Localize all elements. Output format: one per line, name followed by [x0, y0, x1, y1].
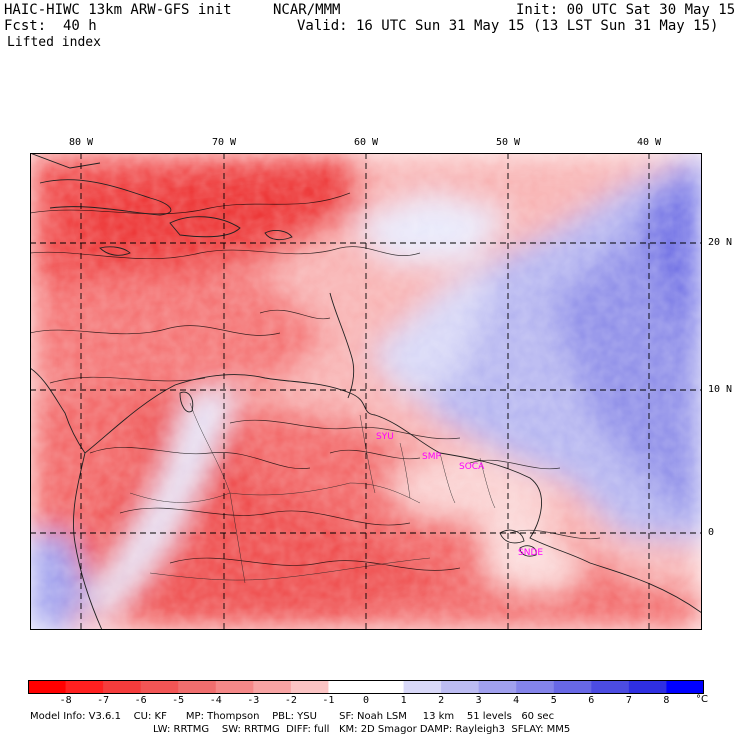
coastlines — [30, 153, 702, 630]
colorbar-tick-label: -7 — [97, 695, 110, 706]
field-name: Lifted index — [7, 35, 101, 50]
colorbar-unit: °C — [696, 694, 708, 705]
station-labels: SYU SMP SOCA SNDE — [376, 432, 543, 558]
colorbar-tick-label: 2 — [438, 695, 445, 706]
colorbar-cell — [140, 680, 179, 694]
model-info-line1: Model Info: V3.6.1 CU: KF MP: Thompson P… — [30, 711, 555, 722]
lon-label-70w: 70 W — [211, 137, 237, 148]
colorbar-tick-label: 5 — [550, 695, 557, 706]
lat-label-10n: 10 N — [708, 384, 733, 395]
colorbar-cell — [290, 680, 329, 694]
lat-lon-grid — [30, 153, 702, 630]
station-soca: SOCA — [459, 462, 485, 472]
colorbar-tick-label: 3 — [475, 695, 482, 706]
map-frame — [30, 153, 702, 630]
station-smp: SMP — [422, 452, 441, 462]
colorbar-tick-label: -6 — [134, 695, 147, 706]
colorbar-cell — [516, 680, 555, 694]
colorbar-tick-label: -4 — [209, 695, 222, 706]
colorbar-tick-label: -5 — [172, 695, 185, 706]
lat-label-0: 0 — [708, 527, 715, 538]
colorbar-tick-label: 1 — [400, 695, 407, 706]
colorbar-cell — [403, 680, 442, 694]
station-snde: SNDE — [518, 548, 543, 558]
init-time: Init: 00 UTC Sat 30 May 15 — [516, 2, 736, 18]
valid-time: Valid: 16 UTC Sun 31 May 15 (13 LST Sun … — [297, 18, 719, 34]
organization: NCAR/MMM — [273, 2, 341, 18]
colorbar-cell — [253, 680, 292, 694]
country-borders — [129, 402, 496, 584]
colorbar-cell — [628, 680, 667, 694]
colorbar-tick-label: 7 — [625, 695, 632, 706]
colorbar-cell — [103, 680, 142, 694]
lon-label-50w: 50 W — [495, 137, 521, 148]
station-syu: SYU — [376, 432, 394, 442]
colorbar-cell — [478, 680, 517, 694]
colorbar-tick-label: 6 — [588, 695, 595, 706]
colorbar-tick-label: -3 — [247, 695, 260, 706]
colorbar-cell — [666, 680, 704, 694]
colorbar-cell — [28, 680, 67, 694]
lon-label-60w: 60 W — [353, 137, 379, 148]
colorbar — [28, 680, 704, 694]
colorbar-tick-label: 0 — [362, 695, 370, 706]
colorbar-frame — [28, 680, 704, 694]
colorbar-cell — [215, 680, 254, 694]
colorbar-tick-label: -8 — [59, 695, 72, 706]
colorbar-tick-label: -1 — [322, 695, 335, 706]
lat-label-20n: 20 N — [708, 237, 733, 248]
lon-label-40w: 40 W — [636, 137, 662, 148]
lon-label-80w: 80 W — [68, 137, 94, 148]
colorbar-tick-label: 4 — [513, 695, 520, 706]
colorbar-tick-label: 8 — [663, 695, 670, 706]
colorbar-cell — [328, 680, 367, 694]
model-title: HAIC-HIWC 13km ARW-GFS init — [4, 2, 232, 18]
colorbar-cell — [65, 680, 104, 694]
forecast-hour: Fcst: 40 h — [4, 18, 97, 34]
model-info-line2: LW: RRTMG SW: RRTMG DIFF: full KM: 2D Sm… — [153, 724, 571, 735]
colorbar-cell — [178, 680, 217, 694]
colorbar-tick-label: -2 — [284, 695, 297, 706]
colorbar-cell — [553, 680, 592, 694]
colorbar-cell — [591, 680, 630, 694]
colorbar-cell — [366, 680, 405, 694]
colorbar-cell — [441, 680, 480, 694]
lifted-index-map: SYU SMP SOCA SNDE — [30, 153, 702, 630]
